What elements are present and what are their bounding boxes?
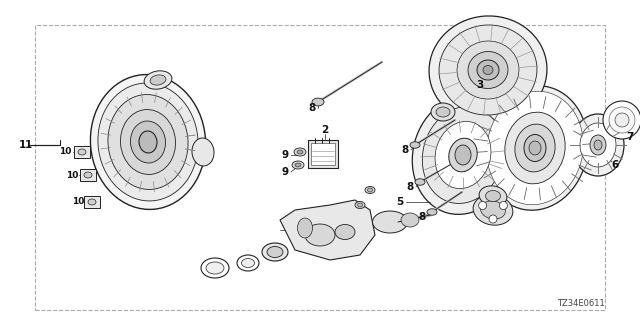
Ellipse shape (449, 138, 477, 172)
Ellipse shape (84, 172, 92, 178)
Ellipse shape (609, 107, 635, 133)
Ellipse shape (429, 16, 547, 124)
Text: 2: 2 (321, 125, 328, 135)
Ellipse shape (515, 124, 555, 172)
Ellipse shape (206, 262, 224, 274)
Ellipse shape (439, 25, 537, 115)
Ellipse shape (473, 195, 513, 225)
Bar (74, 146, 90, 158)
Text: 6: 6 (611, 160, 619, 170)
Ellipse shape (305, 224, 335, 246)
Text: 1: 1 (19, 140, 26, 150)
Text: 5: 5 (396, 197, 404, 207)
Ellipse shape (295, 163, 301, 167)
Text: 10: 10 (59, 148, 71, 156)
Bar (35, 25, 605, 310)
Ellipse shape (427, 209, 437, 215)
Ellipse shape (590, 135, 606, 155)
Text: 8: 8 (308, 103, 316, 113)
Ellipse shape (572, 114, 624, 176)
Ellipse shape (431, 103, 455, 121)
Ellipse shape (144, 71, 172, 89)
Bar (311, 143, 335, 165)
Ellipse shape (367, 188, 372, 192)
Ellipse shape (412, 96, 514, 214)
Bar (84, 196, 100, 208)
Text: 3: 3 (476, 80, 484, 90)
Ellipse shape (603, 101, 640, 139)
Ellipse shape (88, 199, 96, 205)
Ellipse shape (524, 134, 546, 162)
Text: 10: 10 (72, 197, 84, 206)
Ellipse shape (120, 109, 175, 174)
Ellipse shape (505, 112, 565, 184)
Ellipse shape (436, 107, 450, 117)
Ellipse shape (486, 91, 583, 205)
Ellipse shape (410, 142, 420, 148)
Bar (80, 169, 96, 181)
Text: 7: 7 (627, 132, 634, 142)
Ellipse shape (335, 225, 355, 239)
Ellipse shape (580, 123, 616, 167)
Ellipse shape (477, 60, 499, 80)
Ellipse shape (479, 186, 507, 206)
Ellipse shape (455, 145, 471, 165)
Text: 9: 9 (282, 150, 289, 160)
Ellipse shape (468, 52, 508, 89)
Ellipse shape (486, 190, 500, 202)
Ellipse shape (481, 201, 506, 219)
Ellipse shape (615, 113, 629, 127)
Ellipse shape (482, 86, 588, 210)
Ellipse shape (267, 246, 283, 258)
Ellipse shape (422, 107, 504, 204)
Ellipse shape (358, 203, 362, 207)
Ellipse shape (150, 75, 166, 85)
Bar (308, 140, 338, 168)
Ellipse shape (131, 121, 166, 163)
Ellipse shape (108, 94, 188, 189)
Circle shape (479, 202, 486, 210)
Ellipse shape (90, 75, 205, 209)
Ellipse shape (78, 149, 86, 155)
Ellipse shape (365, 187, 375, 194)
Ellipse shape (139, 131, 157, 153)
Text: 1: 1 (24, 140, 31, 150)
Ellipse shape (457, 41, 519, 99)
Ellipse shape (201, 258, 229, 278)
Ellipse shape (483, 66, 493, 75)
Polygon shape (280, 200, 375, 260)
Text: 8: 8 (401, 145, 408, 155)
Ellipse shape (292, 161, 304, 169)
Ellipse shape (355, 202, 365, 209)
Circle shape (499, 202, 508, 210)
Ellipse shape (237, 255, 259, 271)
Circle shape (489, 215, 497, 223)
Text: 8: 8 (406, 182, 413, 192)
Text: TZ34E0611: TZ34E0611 (557, 299, 605, 308)
Ellipse shape (298, 218, 312, 238)
Text: 10: 10 (66, 171, 78, 180)
Ellipse shape (415, 179, 425, 185)
Ellipse shape (294, 148, 306, 156)
Ellipse shape (529, 141, 541, 155)
Ellipse shape (594, 140, 602, 150)
Ellipse shape (241, 259, 255, 268)
Ellipse shape (297, 150, 303, 154)
Text: 8: 8 (419, 212, 426, 222)
Ellipse shape (192, 138, 214, 166)
Ellipse shape (435, 121, 491, 188)
Ellipse shape (262, 243, 288, 261)
Ellipse shape (401, 213, 419, 227)
Ellipse shape (312, 98, 324, 106)
Ellipse shape (98, 83, 198, 201)
Ellipse shape (372, 211, 408, 233)
Text: 9: 9 (282, 167, 289, 177)
